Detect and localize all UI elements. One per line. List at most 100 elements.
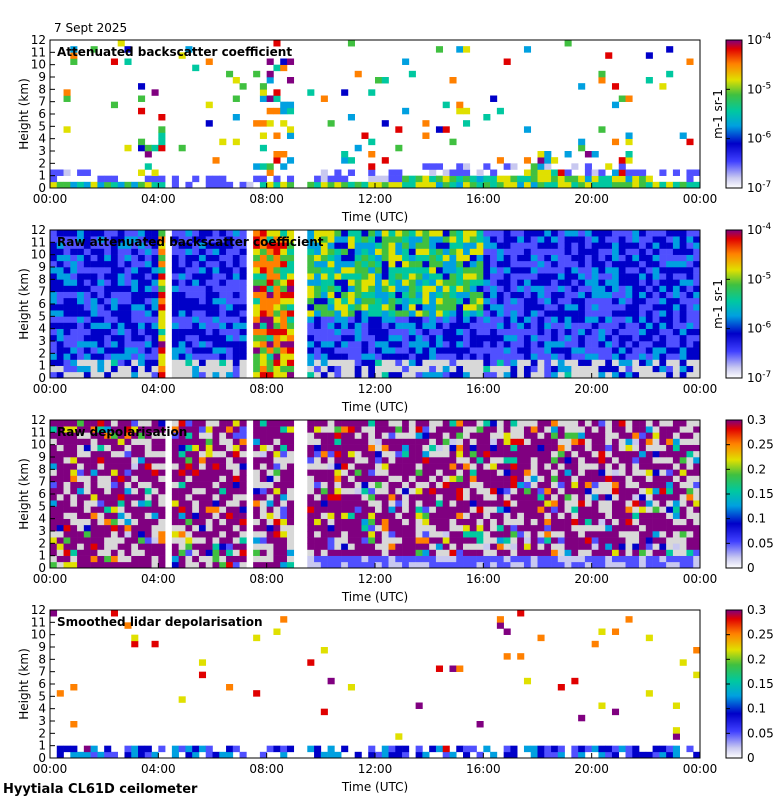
- heatmap-cell: [158, 316, 166, 323]
- heatmap-cell: [672, 432, 680, 439]
- heatmap-cell: [490, 310, 498, 317]
- heatmap-cell: [185, 273, 193, 280]
- heatmap-cell: [456, 494, 464, 501]
- heatmap-cell: [131, 365, 139, 373]
- heatmap-cell: [83, 328, 91, 336]
- heatmap-cell: [490, 169, 498, 176]
- heatmap-cell: [605, 341, 613, 348]
- heatmap-cell: [273, 157, 281, 164]
- heatmap-cell: [83, 500, 91, 507]
- heatmap-cell: [226, 328, 234, 336]
- x-tick-label: 00:00: [33, 192, 68, 206]
- heatmap-cell: [408, 555, 416, 563]
- heatmap-cell: [361, 450, 369, 458]
- heatmap-cell: [618, 285, 626, 292]
- heatmap-cell: [652, 310, 660, 317]
- heatmap-cell: [205, 279, 213, 286]
- heatmap-cell: [584, 555, 592, 563]
- heatmap-cell: [368, 322, 376, 329]
- heatmap-cell: [537, 248, 545, 255]
- heatmap-cell: [584, 267, 592, 274]
- heatmap-cell: [510, 506, 518, 513]
- heatmap-cell: [375, 494, 383, 501]
- heatmap-cell: [219, 181, 227, 189]
- heatmap-cell: [564, 426, 572, 433]
- heatmap-cell: [178, 254, 186, 262]
- heatmap-cell: [503, 291, 511, 299]
- heatmap-cell: [625, 438, 633, 445]
- heatmap-cell: [666, 537, 674, 544]
- heatmap-cell: [557, 487, 565, 495]
- heatmap-cell: [639, 334, 647, 342]
- heatmap-cell: [435, 248, 444, 255]
- heatmap-cell: [212, 365, 220, 373]
- heatmap-cell: [625, 304, 633, 311]
- heatmap-cell: [442, 518, 450, 526]
- heatmap-cell: [429, 291, 437, 299]
- heatmap-cell: [693, 169, 701, 176]
- heatmap-cell: [611, 481, 620, 489]
- heatmap-cell: [415, 481, 423, 489]
- heatmap-cell: [138, 285, 146, 292]
- heatmap-cell: [652, 543, 660, 550]
- heatmap-cell: [178, 463, 186, 470]
- heatmap-cell: [56, 328, 64, 336]
- heatmap-cell: [320, 438, 328, 445]
- heatmap-cell: [259, 469, 267, 476]
- heatmap-cell: [578, 285, 586, 292]
- heatmap-cell: [523, 291, 532, 299]
- heatmap-cell: [564, 304, 572, 311]
- heatmap-cell: [395, 310, 403, 317]
- heatmap-cell: [226, 297, 234, 305]
- heatmap-cell: [97, 236, 105, 243]
- heatmap-cell: [368, 304, 376, 311]
- heatmap-cell: [104, 359, 112, 366]
- heatmap-cell: [205, 487, 213, 495]
- heatmap-cell: [517, 175, 525, 183]
- heatmap-cell: [510, 316, 518, 323]
- heatmap-cell: [266, 531, 274, 538]
- heatmap-cell: [205, 273, 213, 280]
- heatmap-cell: [56, 310, 64, 317]
- heatmap-cell: [117, 365, 125, 373]
- heatmap-cell: [686, 438, 694, 445]
- heatmap-cell: [185, 512, 193, 519]
- heatmap-cell: [605, 347, 613, 354]
- heatmap-cell: [442, 181, 450, 189]
- heatmap-cell: [192, 444, 200, 452]
- heatmap-cell: [239, 543, 247, 550]
- heatmap-cell: [571, 254, 579, 262]
- heatmap-cell: [693, 475, 701, 482]
- heatmap-cell: [375, 512, 383, 519]
- heatmap-cell: [314, 236, 322, 243]
- heatmap-cell: [395, 291, 403, 299]
- heatmap-cell: [273, 95, 281, 102]
- heatmap-cell: [185, 46, 193, 53]
- heatmap-cell: [63, 328, 71, 336]
- heatmap-cell: [591, 420, 599, 427]
- heatmap-cell: [503, 279, 511, 286]
- heatmap-cell: [456, 341, 464, 348]
- heatmap-cell: [97, 297, 105, 305]
- heatmap-cell: [463, 107, 471, 115]
- heatmap-cell: [598, 169, 606, 176]
- heatmap-cell: [415, 291, 423, 299]
- heatmap-cell: [584, 260, 592, 268]
- heatmap-cell: [578, 487, 586, 495]
- heatmap-cell: [185, 248, 193, 255]
- heatmap-cell: [402, 494, 410, 501]
- heatmap-cell: [530, 487, 538, 495]
- heatmap-cell: [63, 512, 71, 519]
- heatmap-cell: [442, 316, 450, 323]
- heatmap-cell: [83, 297, 91, 305]
- heatmap-cell: [341, 316, 349, 323]
- heatmap-cell: [63, 242, 71, 249]
- heatmap-cell: [239, 353, 247, 360]
- heatmap-cell: [530, 506, 538, 513]
- heatmap-cell: [83, 304, 91, 311]
- heatmap-cell: [83, 487, 91, 495]
- heatmap-cell: [523, 248, 532, 255]
- heatmap-cell: [605, 365, 613, 373]
- heatmap-cell: [442, 506, 450, 513]
- heatmap-cell: [442, 273, 450, 280]
